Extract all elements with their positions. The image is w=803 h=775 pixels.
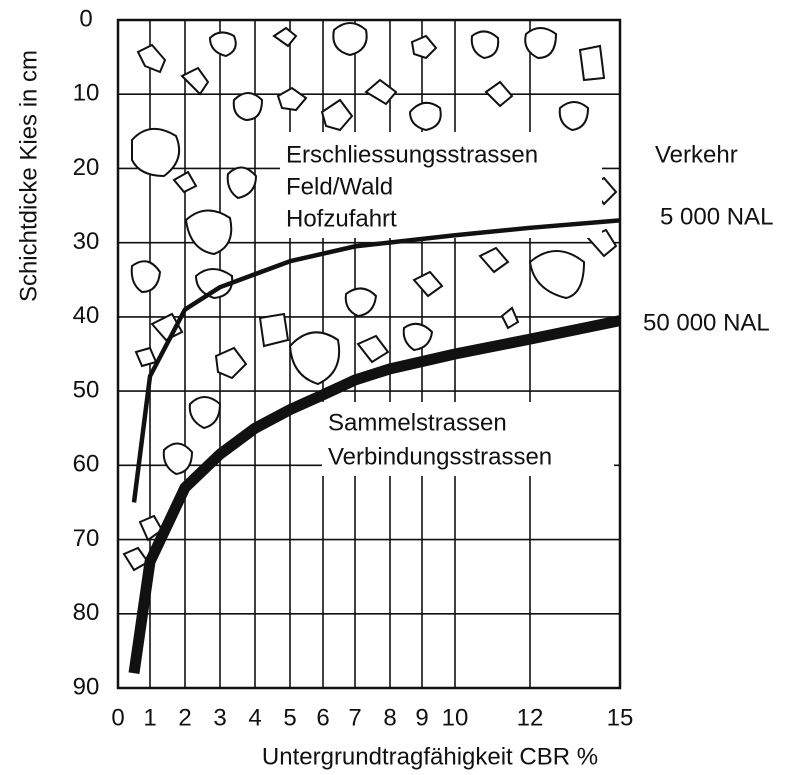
x-tick-label: 5 <box>283 704 296 731</box>
y-tick-label: 70 <box>73 525 100 552</box>
rock <box>558 101 590 132</box>
x-tick-label: 3 <box>213 704 226 731</box>
annotation: Erschliessungsstrassen <box>286 141 538 168</box>
x-tick-label: 7 <box>348 704 361 731</box>
x-tick-label: 6 <box>316 704 329 731</box>
rock <box>484 80 514 108</box>
rock <box>162 442 194 476</box>
series-line <box>131 218 621 503</box>
y-tick-label: 10 <box>73 80 100 107</box>
rock <box>288 331 340 386</box>
rock <box>272 26 298 48</box>
rock <box>364 78 398 106</box>
rock <box>500 306 520 330</box>
x-tick-label: 8 <box>383 704 396 731</box>
rock <box>344 287 378 318</box>
rock <box>258 312 290 348</box>
rock <box>136 43 167 74</box>
rock <box>320 98 354 132</box>
rock <box>134 346 158 368</box>
rock <box>412 270 444 298</box>
legend-label: 50 000 NAL <box>643 309 770 336</box>
rock <box>214 346 248 380</box>
y-tick-label: 50 <box>73 376 100 403</box>
x-tick-label: 4 <box>248 704 261 731</box>
x-tick-label: 0 <box>111 704 124 731</box>
x-tick-label: 12 <box>517 704 544 731</box>
series-line <box>128 315 622 674</box>
rock <box>184 209 233 256</box>
rock <box>131 128 180 178</box>
y-tick-label: 20 <box>73 154 100 181</box>
rock <box>226 166 258 200</box>
x-tick-label: 9 <box>415 704 428 731</box>
rock <box>478 246 510 274</box>
annotation: Verbindungsstrassen <box>328 443 552 470</box>
y-tick-label: 40 <box>73 302 100 329</box>
rock <box>470 30 500 60</box>
x-tick-label: 1 <box>143 704 156 731</box>
gravel-decoration <box>122 22 618 572</box>
rock <box>130 260 162 294</box>
legend-label: 5 000 NAL <box>660 203 773 230</box>
annotation-background <box>280 132 602 238</box>
y-tick-label: 30 <box>73 228 100 255</box>
x-tick-label: 2 <box>178 704 191 731</box>
y-axis-label: Schichtdicke Kies in cm <box>15 50 42 302</box>
rock <box>528 250 586 300</box>
rock <box>232 92 264 122</box>
legend-title: Verkehr <box>655 141 738 168</box>
annotation: Hofzufahrt <box>286 205 397 232</box>
plot-lines <box>128 218 622 674</box>
rock <box>180 66 210 96</box>
rock <box>410 34 438 60</box>
rock <box>332 22 368 57</box>
rock <box>208 31 237 58</box>
rock <box>172 170 198 194</box>
rock <box>578 44 606 82</box>
y-tick-label: 80 <box>73 599 100 626</box>
annotation-background <box>322 402 614 476</box>
plot-frame <box>116 18 622 690</box>
rock <box>408 101 442 132</box>
x-tick-label: 15 <box>607 704 634 731</box>
rock <box>188 396 222 430</box>
rock <box>524 27 558 60</box>
annotation: Sammelstrassen <box>328 409 507 436</box>
rock <box>194 268 234 300</box>
rock <box>356 334 390 364</box>
rock <box>276 86 308 112</box>
rock <box>402 322 434 352</box>
y-tick-label: 60 <box>73 451 100 478</box>
annotation: Feld/Wald <box>286 173 393 200</box>
x-axis-label: Untergrundtragfähigkeit CBR % <box>262 743 598 770</box>
y-tick-label: 90 <box>73 673 100 700</box>
x-tick-label: 10 <box>442 704 469 731</box>
y-tick-label: 0 <box>79 5 92 32</box>
